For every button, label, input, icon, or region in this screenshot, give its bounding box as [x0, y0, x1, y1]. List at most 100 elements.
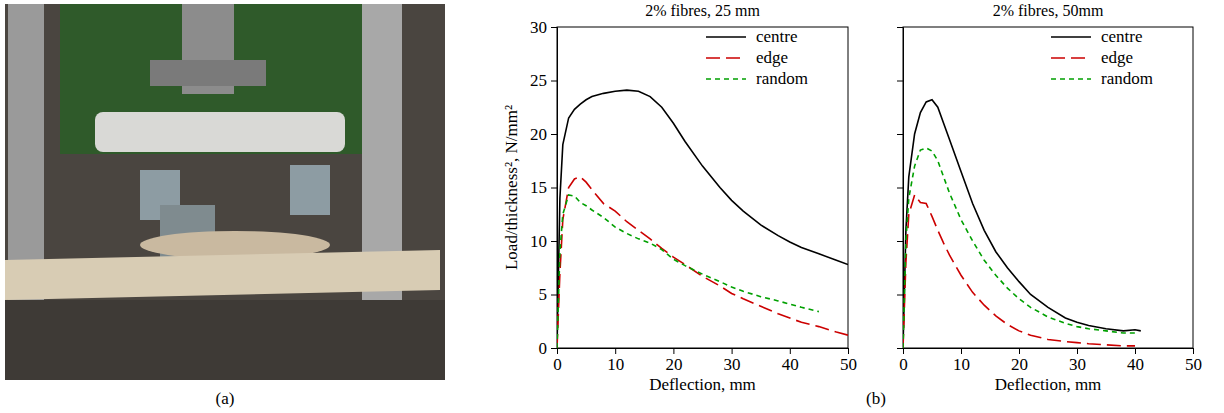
y-tick-mark: [897, 27, 903, 28]
x-tick: 40: [782, 348, 799, 374]
y-tick-mark: [897, 295, 903, 296]
y-tick-mark: [551, 348, 557, 349]
photo-panel: [5, 4, 445, 380]
x-tick-mark: [790, 348, 791, 354]
y-tick: 20: [530, 125, 557, 144]
legend-swatch: [706, 57, 746, 59]
y-tick-mark: [551, 188, 557, 189]
x-tick-label: 20: [1011, 355, 1028, 374]
y-tick-label: 20: [530, 125, 547, 144]
y-tick: [897, 188, 903, 189]
series-line: [903, 148, 1135, 348]
legend-label: edge: [756, 48, 788, 67]
y-axis: [897, 28, 904, 349]
y-tick-mark: [897, 188, 903, 189]
x-tick-label: 30: [1069, 355, 1086, 374]
y-tick-mark: [551, 241, 557, 242]
x-tick: 0: [899, 348, 908, 374]
y-tick: 10: [530, 232, 557, 251]
x-tick-label: 50: [1185, 355, 1202, 374]
x-tick-label: 20: [665, 355, 682, 374]
x-tick: 30: [724, 348, 741, 374]
figure: (a)(b)010203040500510152025302% fibres, …: [0, 0, 1224, 413]
x-tick: 40: [1127, 348, 1144, 374]
series-line: [557, 90, 848, 348]
x-axis-line: [904, 349, 1194, 355]
y-axis-title: Load/thickness², N/mm²: [502, 105, 521, 270]
chart-title: 2% fibres, 50mm: [993, 2, 1104, 19]
x-tick-label: 40: [782, 355, 799, 374]
x-tick-label: 0: [899, 355, 908, 374]
x-tick: 50: [840, 348, 857, 374]
x-tick: 10: [607, 348, 624, 374]
legend-label: centre: [1101, 27, 1143, 46]
series-line: [903, 100, 1141, 348]
photo-background: [5, 4, 445, 380]
legend-label: random: [756, 69, 808, 88]
chart: 010203040500510152025302% fibres, 25 mmD…: [502, 2, 857, 394]
y-tick-mark: [897, 348, 903, 349]
photo-wall: [60, 4, 380, 154]
panel-label: (a): [216, 389, 235, 408]
x-tick-mark: [1193, 348, 1194, 354]
legend: centreedgerandom: [1051, 27, 1153, 88]
x-axis-title: Deflection, mm: [649, 375, 756, 394]
y-tick-label: 25: [530, 71, 547, 90]
y-tick: 25: [530, 71, 557, 90]
x-tick-mark: [1135, 348, 1136, 354]
legend-label: centre: [756, 27, 798, 46]
photo-support-right: [290, 165, 330, 215]
y-tick-mark: [897, 241, 903, 242]
x-tick-mark: [732, 348, 733, 354]
x-tick-mark: [1077, 348, 1078, 354]
lines: [903, 100, 1141, 348]
legend-swatch: [1051, 57, 1091, 59]
photo-slab: [95, 112, 345, 152]
x-tick-mark: [615, 348, 616, 354]
y-tick-mark: [897, 81, 903, 82]
x-tick: 0: [553, 348, 562, 374]
x-tick: 20: [1011, 348, 1028, 374]
chart-title: 2% fibres, 25 mm: [645, 2, 760, 19]
legend-swatch: [1051, 78, 1091, 80]
series-line: [557, 177, 848, 348]
x-tick-mark: [848, 348, 849, 354]
y-tick: [897, 241, 903, 242]
y-tick: [897, 27, 903, 28]
series-line: [903, 195, 1135, 348]
y-tick-label: 5: [539, 285, 548, 304]
y-tick: 5: [539, 285, 558, 304]
x-tick-mark: [961, 348, 962, 354]
y-tick-label: 30: [530, 18, 547, 37]
y-tick-mark: [551, 295, 557, 296]
y-tick-mark: [551, 27, 557, 28]
x-tick: 30: [1069, 348, 1086, 374]
y-axis-line: [551, 28, 558, 349]
legend: centre edge random: [706, 27, 808, 88]
legend-label: random: [1101, 69, 1153, 88]
y-tick-mark: [897, 134, 903, 135]
x-tick-mark: [673, 348, 674, 354]
panel-label: (b): [866, 389, 886, 408]
y-tick-mark: [551, 81, 557, 82]
x-axis-line: [558, 349, 849, 355]
photo-platen: [150, 60, 266, 86]
y-tick-mark: [551, 134, 557, 135]
plot-frame: [557, 27, 848, 348]
x-axis: 0 10 20 30 40 50: [553, 348, 857, 374]
legend-swatch: [1051, 36, 1091, 38]
legend-swatch: [706, 36, 746, 38]
y-tick-label: 0: [539, 339, 548, 358]
legend-swatch: [706, 78, 746, 80]
y-tick: [897, 134, 903, 135]
series-line: [557, 195, 819, 348]
photo-floor-board: [5, 250, 440, 300]
y-axis-line: [897, 28, 904, 349]
y-tick: [897, 295, 903, 296]
y-axis: 051015202530: [530, 18, 558, 358]
y-tick: [897, 81, 903, 82]
y-tick: [897, 348, 903, 349]
y-tick: 30: [530, 18, 557, 37]
x-axis-title: Deflection, mm: [995, 375, 1102, 394]
x-tick: 50: [1185, 348, 1202, 374]
